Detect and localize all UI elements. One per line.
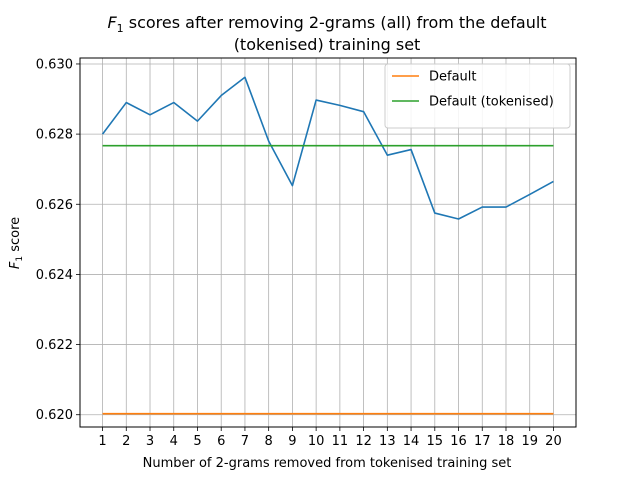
y-tick-label: 0.630: [36, 57, 73, 72]
x-tick-label: 7: [241, 434, 249, 449]
series-layer: [101, 76, 554, 415]
legend: Default Default (tokenised): [384, 63, 571, 129]
x-tick-label: 16: [450, 434, 467, 449]
y-tick-label: 0.622: [36, 338, 73, 353]
chart-title-line1: F1 scores after removing 2-grams (all) f…: [107, 13, 546, 35]
x-tick-label: 9: [288, 434, 296, 449]
x-tick-label: 17: [474, 434, 491, 449]
ylabel-f: F: [8, 261, 23, 269]
x-tick-label: 5: [193, 434, 201, 449]
x-tick-label: 12: [355, 434, 372, 449]
y-tick-label: 0.626: [36, 198, 73, 213]
plot-frame: [79, 57, 577, 428]
y-tick-label: 0.628: [36, 128, 73, 143]
y-tick-label: 0.624: [36, 268, 73, 283]
legend-box: [384, 63, 571, 129]
chart-title-line2: (tokenised) training set: [234, 35, 421, 54]
x-tick-label: 6: [217, 434, 225, 449]
x-tick-label: 18: [498, 434, 515, 449]
series-line-0: [101, 76, 554, 220]
x-tick-label: 8: [265, 434, 273, 449]
x-tick-label: 15: [427, 434, 444, 449]
x-axis-label: Number of 2-grams removed from tokenised…: [143, 456, 512, 471]
x-tick-label: 14: [403, 434, 420, 449]
title-f: F: [107, 13, 117, 32]
legend-label: Default (tokenised): [429, 95, 554, 110]
ylabel-subscript: 1: [15, 256, 25, 262]
x-tick-label: 10: [308, 434, 325, 449]
legend-label: Default: [429, 70, 477, 85]
title-subscript: 1: [117, 22, 124, 35]
tick-layer: 1 2 3 4 5 6 7 8 9 10 11 12 13 14 15 16 17 18 19 200.6200.62…: [36, 57, 562, 449]
x-tick-label: 19: [521, 434, 538, 449]
x-tick-label: 3: [146, 434, 154, 449]
x-tick-label: 13: [379, 434, 396, 449]
x-tick-label: 2: [122, 434, 130, 449]
x-tick-label: 4: [170, 434, 178, 449]
title-rest: scores after removing 2-grams (all) from…: [124, 13, 547, 32]
y-tick-label: 0.620: [36, 408, 73, 423]
ylabel-rest: score: [8, 217, 23, 256]
x-tick-label: 20: [545, 434, 562, 449]
x-tick-label: 11: [332, 434, 349, 449]
y-axis-label: F1 score: [8, 217, 25, 269]
x-tick-label: 1: [98, 434, 106, 449]
